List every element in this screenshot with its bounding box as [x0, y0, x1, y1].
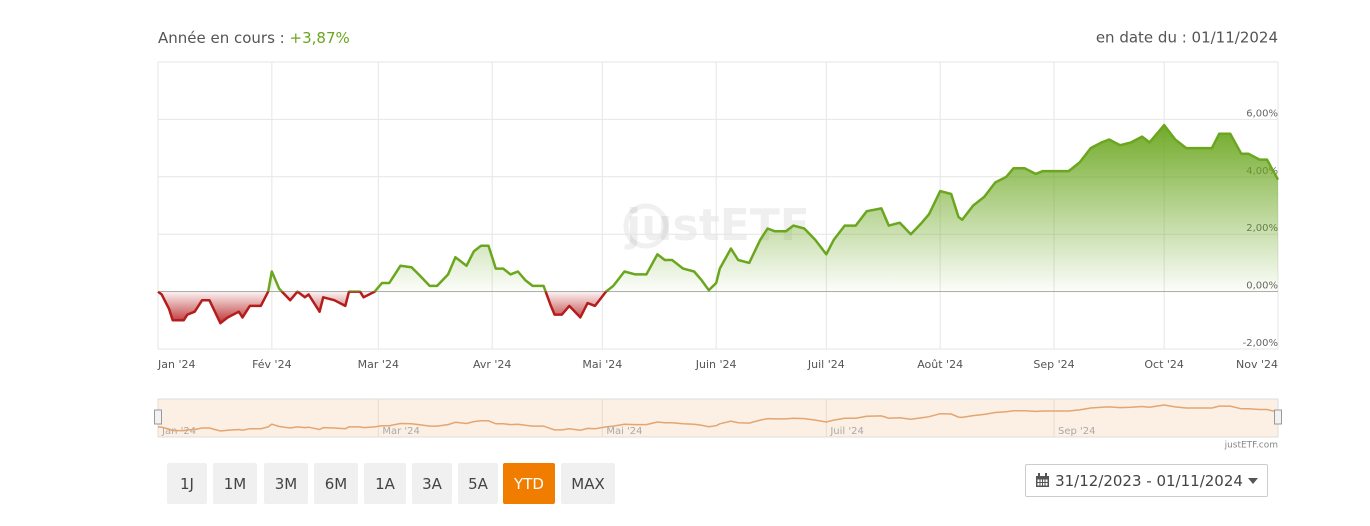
watermark-logo: [623, 203, 669, 249]
ytd-label: Année en cours : +3,87%: [158, 29, 350, 47]
x-tick-label: Sep '24: [1033, 358, 1074, 371]
ytd-label-text: Année en cours :: [158, 29, 285, 47]
chart: Année en cours : +3,87% en date du : 01/…: [154, 29, 1282, 451]
range-button[interactable]: 1J: [167, 463, 207, 504]
navigator-handle[interactable]: [154, 409, 162, 425]
navigator: [157, 398, 1279, 438]
range-button[interactable]: 3A: [412, 463, 452, 504]
line: [157, 123, 1280, 325]
navigator-tick-label: Sep '24: [1058, 426, 1096, 437]
x-tick-label: Août '24: [917, 358, 963, 371]
navigator-handle[interactable]: [1274, 409, 1282, 425]
x-tick-label: Juin '24: [695, 358, 737, 371]
navigator-tick-label: Mai '24: [606, 426, 642, 437]
range-button[interactable]: YTD: [503, 463, 555, 504]
navigator-tick-label: Jan '24: [161, 426, 196, 437]
range-button[interactable]: 1A: [364, 463, 406, 504]
calendar-icon: [1036, 473, 1050, 487]
navigator-tick-label: Mar '24: [382, 426, 420, 437]
y-tick-label: 6,00%: [1246, 108, 1278, 119]
date-range-text: 31/12/2023 - 01/11/2024: [1055, 471, 1243, 490]
credit: justETF.com: [1224, 441, 1278, 451]
range-button[interactable]: MAX: [561, 463, 615, 504]
x-tick-label: Juil '24: [807, 358, 845, 371]
range-button[interactable]: 5A: [458, 463, 498, 504]
area: [158, 125, 1278, 324]
x-tick-label: Oct '24: [1144, 358, 1184, 371]
as-of-date: en date du : 01/11/2024: [1096, 29, 1278, 47]
x-tick-label: Avr '24: [473, 358, 511, 371]
x-tick-label: Fév '24: [252, 358, 292, 371]
caret: [1247, 477, 1258, 484]
y-tick-label: -2,00%: [1243, 338, 1278, 349]
navigator-tick-label: Juil '24: [829, 426, 864, 437]
ytd-value: +3,87%: [290, 29, 350, 47]
date-range-picker[interactable]: 31/12/2023 - 01/11/2024: [1025, 464, 1268, 497]
range-button[interactable]: 6M: [314, 463, 358, 504]
navigator-line: [157, 404, 1279, 432]
x-tick-label: Mar '24: [358, 358, 399, 371]
x-tick-label: Jan '24: [157, 358, 195, 371]
x-tick-label: Mai '24: [582, 358, 622, 371]
x-tick-label: Nov '24: [1236, 358, 1278, 371]
range-button[interactable]: 1M: [213, 463, 257, 504]
range-button[interactable]: 3M: [264, 463, 308, 504]
